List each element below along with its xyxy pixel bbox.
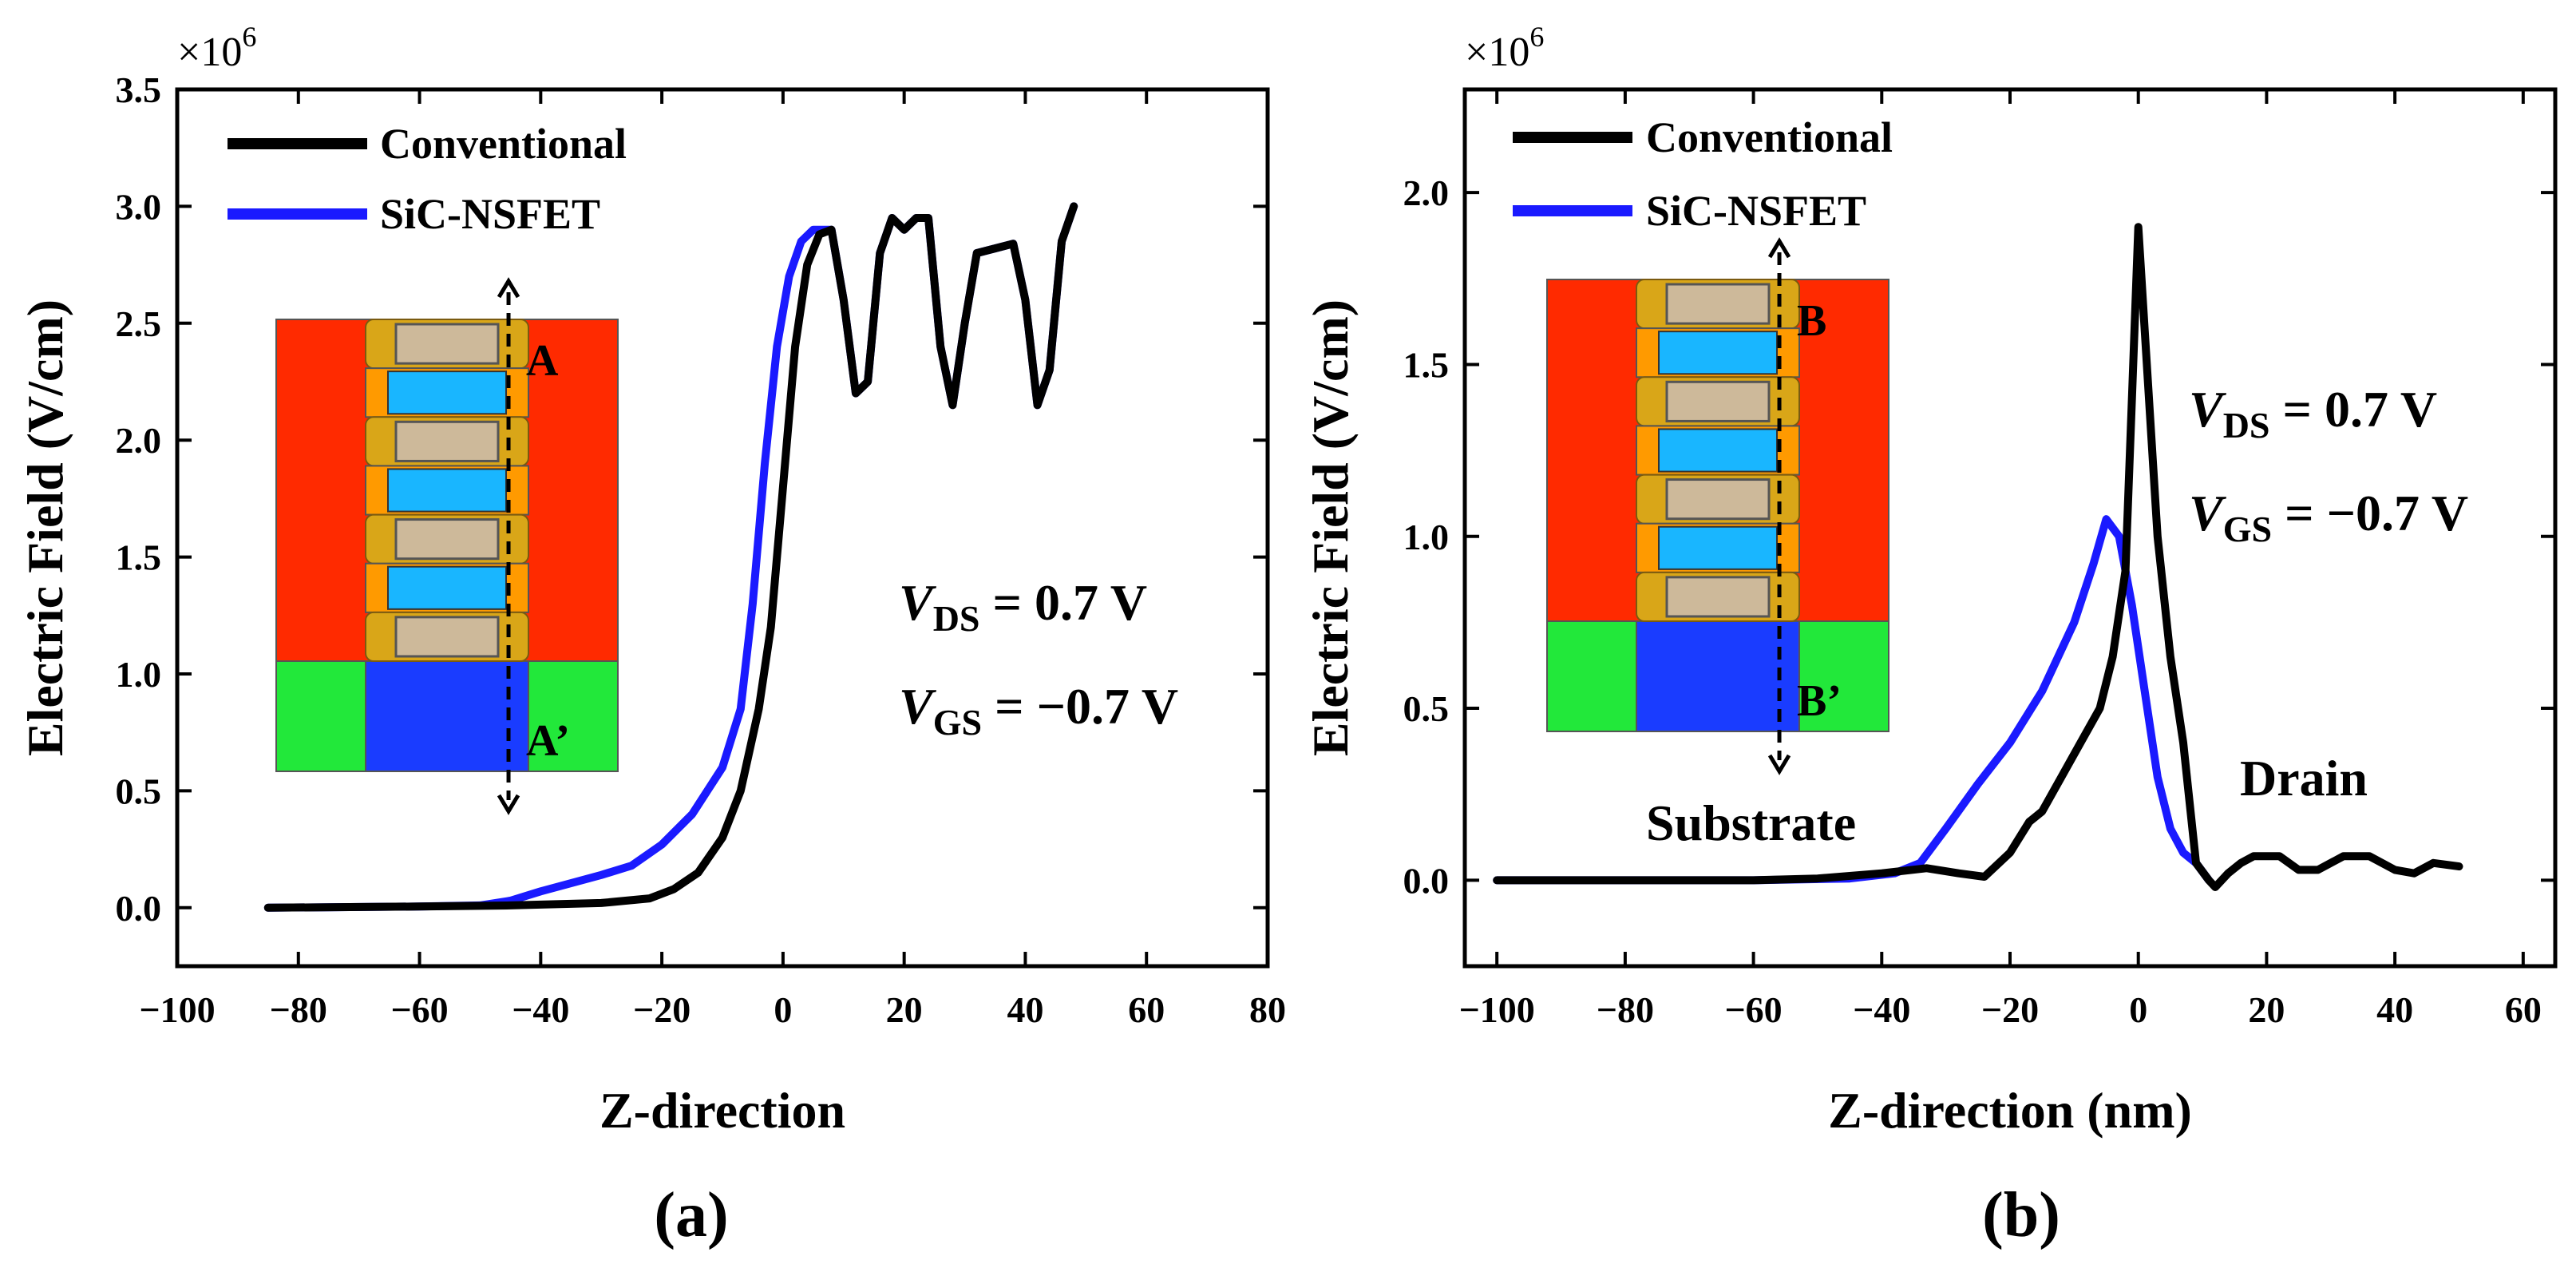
y-multiplier-b: ×106	[1465, 21, 1544, 75]
y-tick-label: 1.0	[1403, 517, 1450, 557]
vds-annotation-b: VDS = 0.7 V	[2189, 381, 2437, 446]
inset-nanosheet	[394, 323, 500, 365]
vgs-annotation-a: VGS = −0.7 V	[899, 678, 1178, 743]
y-tick-label: 2.0	[1403, 172, 1450, 213]
y-tick-label: 0.5	[116, 771, 162, 811]
x-tick-label: −100	[139, 989, 215, 1030]
x-tick-label: 0	[2129, 989, 2147, 1030]
y-tick-label: 0.5	[1403, 688, 1450, 729]
inset-nanosheet	[1665, 576, 1771, 618]
series-line-conventional	[1493, 223, 2463, 891]
x-tick-label: 80	[1249, 989, 1286, 1030]
inset-arrow-up	[1767, 237, 1791, 259]
inset-arrow-down	[497, 794, 520, 815]
plot-frame-a	[175, 87, 1270, 969]
inset-channel	[1658, 525, 1778, 570]
y-tick-label: 2.0	[116, 420, 162, 461]
legend-label-conventional: Conventional	[1646, 113, 1893, 161]
x-tick-label: −60	[1724, 989, 1782, 1030]
inset-channel	[1658, 428, 1778, 473]
x-tick-label: −80	[270, 989, 327, 1030]
y-tick-label: 0.0	[1403, 860, 1450, 901]
series-line-conventional	[263, 202, 1078, 912]
inset-channel	[387, 565, 507, 610]
y-tick-label: 2.5	[116, 303, 162, 344]
x-tick-label: −20	[1981, 989, 2039, 1030]
legend-a: Conventional SiC-NSFET	[228, 120, 627, 238]
inset-substrate-center	[365, 660, 529, 772]
inset-arrow-up	[497, 277, 520, 299]
inset-label-bottom: B’	[1797, 676, 1842, 726]
x-tick-label: −20	[633, 989, 690, 1030]
legend-label-sic-nsfet: SiC-NSFET	[1646, 187, 1866, 235]
inset-label-top: A	[526, 336, 559, 386]
y-axis-label-a: Electric Field (V/cm)	[17, 299, 73, 756]
y-tick-label: 1.5	[1403, 344, 1450, 385]
y-axis-label-b: Electric Field (V/cm)	[1302, 299, 1359, 756]
x-tick-label: −40	[512, 989, 569, 1030]
y-tick-label: 3.0	[116, 186, 162, 227]
y-tick-label: 1.5	[116, 537, 162, 578]
x-axis-label-b: Z-direction (nm)	[1828, 1082, 2192, 1139]
inset-nanosheet	[1665, 283, 1771, 325]
inset-label-bottom: A’	[526, 716, 570, 766]
legend-b: Conventional SiC-NSFET	[1513, 113, 1893, 235]
vds-annotation-a: VDS = 0.7 V	[899, 574, 1147, 639]
inset-nanosheet	[394, 420, 500, 462]
inset-device-a: A A’	[275, 277, 619, 815]
y-tick-label: 0.0	[116, 888, 162, 929]
legend-label-sic-nsfet: SiC-NSFET	[380, 190, 600, 238]
inset-channel	[1658, 331, 1778, 375]
legend-label-conventional: Conventional	[380, 120, 627, 168]
inset-nanosheet	[1665, 380, 1771, 422]
x-tick-label: 40	[2376, 989, 2413, 1030]
inset-arrow-down	[1767, 754, 1791, 775]
panel-b: −100 −80 −60 −40 −20 0 20 40 60 0.0 0.5 1.0 1.5 2.0 B…	[1302, 21, 2558, 1250]
x-tick-label: −100	[1459, 989, 1535, 1030]
drain-annotation: Drain	[2240, 750, 2368, 806]
x-tick-label: −60	[390, 989, 448, 1030]
x-tick-label: 40	[1007, 989, 1043, 1030]
panel-label-a: (a)	[654, 1180, 728, 1250]
x-tick-label: 60	[2505, 989, 2542, 1030]
panel-a: −100 −80 −60 −40 −20 0 20 40 60 80 0.0 0.5 1.0 1.5 2.0…	[17, 21, 1286, 1250]
inset-channel	[387, 468, 507, 513]
inset-device-b: B B’	[1546, 237, 1889, 775]
inset-channel	[387, 371, 507, 415]
x-tick-label: 20	[886, 989, 923, 1030]
inset-nanosheet	[394, 518, 500, 561]
y-tick-label: 3.5	[116, 69, 162, 110]
y-multiplier-a: ×106	[177, 21, 256, 75]
inset-nanosheet	[394, 616, 500, 658]
x-tick-label: 20	[2248, 989, 2285, 1030]
x-tick-label: −40	[1853, 989, 1910, 1030]
vgs-annotation-b: VGS = −0.7 V	[2189, 485, 2468, 549]
x-tick-label: 0	[774, 989, 792, 1030]
inset-substrate-center	[1636, 620, 1800, 732]
panel-label-b: (b)	[1982, 1180, 2060, 1250]
substrate-annotation: Substrate	[1646, 795, 1856, 851]
x-tick-label: 60	[1128, 989, 1165, 1030]
x-axis-label-a: Z-direction	[599, 1082, 845, 1139]
inset-nanosheet	[1665, 478, 1771, 521]
inset-label-top: B	[1797, 296, 1826, 346]
x-tick-label: −80	[1597, 989, 1654, 1030]
y-tick-label: 1.0	[116, 654, 162, 695]
